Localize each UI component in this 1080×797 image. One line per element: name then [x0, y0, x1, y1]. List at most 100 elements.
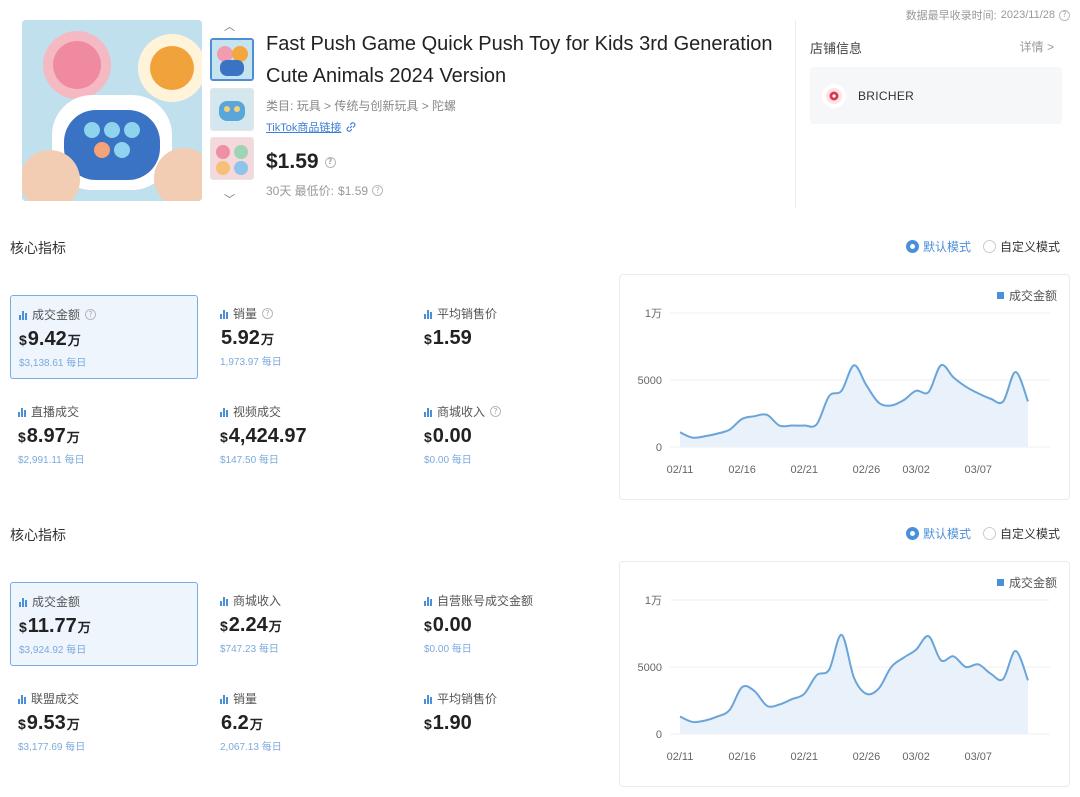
metric-label: 销量: [220, 690, 392, 707]
metric-label-text: 联盟成交: [31, 692, 80, 706]
x-tick-label: 03/02: [902, 464, 930, 476]
bar-chart-icon: [220, 694, 228, 704]
metric-card[interactable]: 成交金额? $9.42 万 $3,138.61 每日: [10, 295, 198, 379]
chart-legend[interactable]: 成交金额: [996, 574, 1057, 591]
metric-card[interactable]: 视频成交 $4,424.97 $147.50 每日: [212, 393, 400, 477]
metric-card[interactable]: 联盟成交 $9.53 万 $3,177.69 每日: [10, 680, 198, 764]
metric-card[interactable]: 成交金额 $11.77 万 $3,924.92 每日: [10, 582, 198, 666]
category-path[interactable]: 玩具 > 传统与创新玩具 > 陀螺: [296, 99, 457, 113]
bar-chart-icon: [18, 694, 26, 704]
section-separator: [0, 211, 1080, 231]
lowest-price-30d: 30天 最低价: $1.59 ?: [266, 182, 384, 199]
metric-label: 自营账号成交金额: [424, 592, 596, 609]
bar-chart-icon: [424, 596, 432, 606]
lowest-price-value: $1.59: [338, 183, 369, 198]
x-tick-label: 02/16: [728, 751, 756, 763]
shop-info-label: 店铺信息: [810, 41, 863, 56]
metric-daily: 1,973.97 每日: [220, 357, 282, 368]
tiktok-product-link[interactable]: TikTok商品链接: [266, 119, 357, 135]
metric-unit: 万: [66, 430, 80, 445]
metric-card[interactable]: 直播成交 $8.97 万 $2,991.11 每日: [10, 393, 198, 477]
x-tick-label: 02/21: [791, 464, 819, 476]
product-title: Fast Push Game Quick Push Toy for Kids 3…: [266, 33, 773, 87]
default-mode-radio[interactable]: 默认模式: [905, 238, 971, 255]
metric-unit: 万: [268, 619, 282, 634]
chart-plot: 1万 5000 0 02/11 02/16 02/21 02/26 03/02 03/07: [638, 595, 1050, 763]
bar-chart-icon: [19, 310, 27, 320]
x-tick-label: 02/26: [853, 464, 881, 476]
thumbnail-2[interactable]: [210, 88, 254, 131]
metric-card[interactable]: 平均销售价 $1.90: [416, 680, 604, 764]
chevron-down-icon[interactable]: ﹀: [224, 194, 235, 206]
product-main-image[interactable]: [22, 20, 202, 201]
metric-label: 平均销售价: [424, 690, 596, 707]
metric-label-text: 商城收入: [437, 405, 486, 419]
x-tick-label: 02/11: [667, 464, 694, 476]
help-icon[interactable]: ?: [1059, 9, 1070, 21]
metric-label-text: 成交金额: [32, 308, 81, 322]
bar-chart-icon: [424, 694, 432, 704]
metric-value: 5.92 万: [220, 327, 392, 350]
metric-label: 成交金额: [19, 593, 189, 610]
bar-chart-icon: [424, 407, 432, 417]
metric-help-icon[interactable]: ?: [262, 308, 274, 319]
metric-unit: 万: [260, 332, 274, 347]
legend-swatch: [996, 579, 1004, 586]
metric-currency: $: [18, 429, 26, 445]
metric-card[interactable]: 商城收入? $0.00 $0.00 每日: [416, 393, 604, 477]
metric-daily: $0.00 每日: [424, 455, 472, 466]
tiktok-link-label[interactable]: TikTok商品链接: [266, 122, 342, 134]
metric-currency: $: [220, 618, 228, 634]
y-tick-label: 5000: [638, 375, 662, 387]
metric-label-text: 平均销售价: [437, 307, 498, 321]
thumbnail-1[interactable]: [210, 38, 254, 81]
price-value: $1.59: [266, 150, 319, 173]
metric-card[interactable]: 平均销售价 $1.59: [416, 295, 604, 379]
legend-label: 成交金额: [1008, 289, 1057, 303]
metric-unit: 万: [77, 620, 91, 635]
metric-card[interactable]: 销量? 5.92 万 1,973.97 每日: [212, 295, 400, 379]
legend-swatch: [996, 292, 1004, 299]
metric-daily: $3,924.92 每日: [19, 645, 87, 656]
metric-currency: $: [424, 331, 432, 347]
x-tick-label: 03/07: [965, 464, 993, 476]
custom-mode-radio[interactable]: 自定义模式: [982, 525, 1060, 542]
metric-card[interactable]: 销量 6.2 万 2,067.13 每日: [212, 680, 400, 764]
chart-legend[interactable]: 成交金额: [996, 287, 1057, 304]
metric-label-text: 商城收入: [233, 594, 282, 608]
metric-label: 销量?: [220, 305, 392, 322]
metric-card[interactable]: 商城收入 $2.24 万 $747.23 每日: [212, 582, 400, 666]
series-line: [679, 633, 1029, 724]
thumbnail-strip: ︿ ﹀: [209, 18, 255, 208]
y-tick-label: 5000: [638, 662, 662, 674]
metric-daily: 2,067.13 每日: [220, 742, 282, 753]
shop-card[interactable]: BRICHER: [810, 67, 1062, 124]
metric-daily: $3,177.69 每日: [18, 742, 86, 753]
metric-unit: 万: [67, 333, 81, 348]
metric-unit: 万: [66, 717, 80, 732]
metric-help-icon[interactable]: ?: [85, 309, 97, 320]
metric-number: 4,424.97: [228, 425, 307, 447]
shop-detail-link[interactable]: 详情 >: [1019, 40, 1054, 54]
metric-help-icon[interactable]: ?: [490, 406, 502, 417]
x-tick-label: 02/11: [667, 751, 694, 763]
price-help-icon[interactable]: ?: [324, 156, 336, 168]
metric-currency: $: [424, 716, 432, 732]
metric-value: 6.2 万: [220, 712, 392, 735]
earliest-record-time: 数据最早收录时间: 2023/11/28 ?: [906, 7, 1070, 23]
trend-chart: 成交金额 1万 5000 0 02/11 02/16 02/21 02/26 03/02 03/0…: [619, 561, 1070, 787]
thumbnail-3[interactable]: [210, 137, 254, 180]
vertical-divider: [795, 20, 796, 208]
default-mode-radio[interactable]: 默认模式: [905, 525, 971, 542]
lowest-help-icon[interactable]: ?: [372, 185, 384, 196]
metric-value: $9.53 万: [18, 712, 190, 735]
metric-daily: $147.50 每日: [220, 455, 279, 466]
metric-label: 平均销售价: [424, 305, 596, 322]
chevron-up-icon[interactable]: ︿: [224, 21, 235, 33]
metric-label-text: 销量: [233, 692, 258, 706]
metric-number: 0.00: [432, 614, 472, 636]
metric-currency: $: [18, 716, 26, 732]
series-area: [680, 364, 1028, 447]
custom-mode-radio[interactable]: 自定义模式: [982, 238, 1060, 255]
metric-card[interactable]: 自营账号成交金额 $0.00 $0.00 每日: [416, 582, 604, 666]
